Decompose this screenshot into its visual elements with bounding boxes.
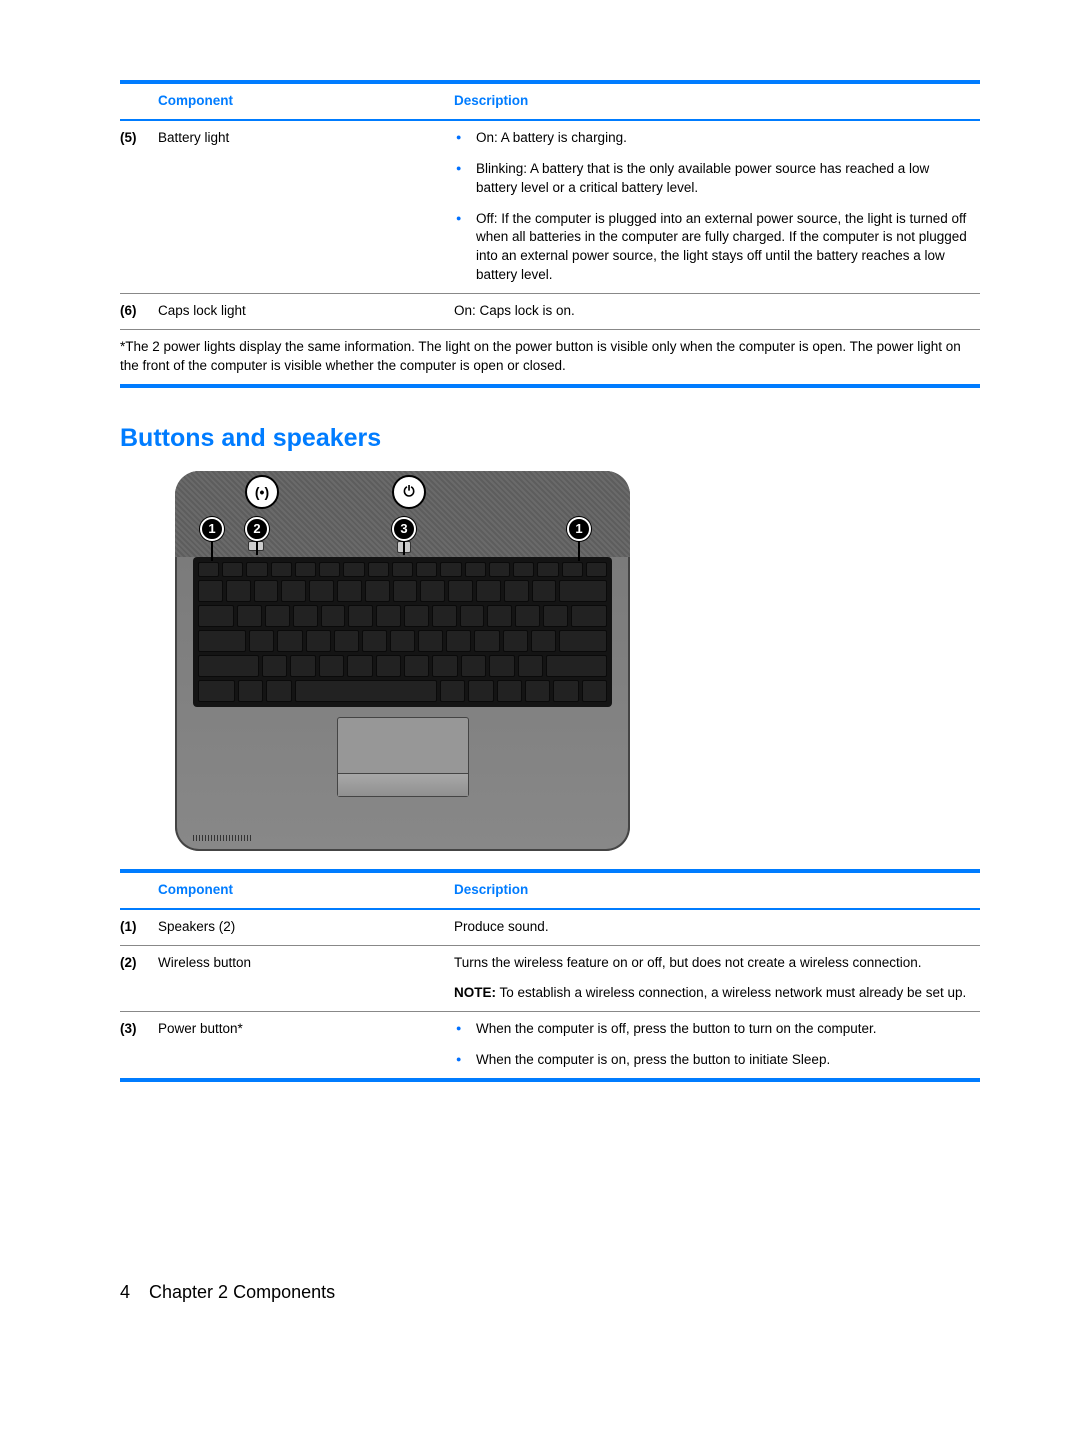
- row-description: On: A battery is charging. Blinking: A b…: [454, 120, 980, 294]
- table-footnote: *The 2 power lights display the same inf…: [120, 330, 980, 386]
- callout-leader: [256, 541, 258, 555]
- note-label: NOTE:: [454, 985, 496, 1000]
- row-component: Wireless button: [158, 945, 454, 1012]
- callout-1-left: 1: [200, 517, 224, 541]
- callout-2: 2: [245, 517, 269, 541]
- lights-table: Component Description (5) Battery light …: [120, 80, 980, 388]
- row-num: (2): [120, 945, 158, 1012]
- row-num: (5): [120, 120, 158, 294]
- desc-bullet: Off: If the computer is plugged into an …: [474, 210, 972, 286]
- page-number: 4: [120, 1282, 144, 1303]
- row-description: Produce sound.: [454, 909, 980, 945]
- row-num: (1): [120, 909, 158, 945]
- callout-leader: [211, 541, 213, 561]
- desc-note: NOTE: To establish a wireless connection…: [454, 984, 972, 1003]
- laptop-diagram: (•) ⏻ 1 2 3 1: [175, 471, 630, 851]
- buttons-speakers-table: Component Description (1) Speakers (2) P…: [120, 869, 980, 1082]
- col-blank: [120, 871, 158, 909]
- col-description-header: Description: [454, 82, 980, 120]
- callout-3: 3: [392, 517, 416, 541]
- row-component: Power button*: [158, 1012, 454, 1080]
- note-text: To establish a wireless connection, a wi…: [496, 985, 966, 1000]
- desc-text: Turns the wireless feature on or off, bu…: [454, 954, 972, 973]
- section-title: Buttons and speakers: [120, 424, 980, 453]
- wireless-icon: (•): [245, 475, 279, 509]
- desc-bullet: When the computer is off, press the butt…: [474, 1020, 972, 1039]
- row-component: Speakers (2): [158, 909, 454, 945]
- callout-leader: [403, 541, 405, 555]
- col-component-header: Component: [158, 82, 454, 120]
- callout-1-right: 1: [567, 517, 591, 541]
- row-description: On: Caps lock is on.: [454, 294, 980, 330]
- front-indicator-graphic: [193, 835, 253, 841]
- keyboard-graphic: [193, 557, 612, 707]
- row-component: Caps lock light: [158, 294, 454, 330]
- power-icon: ⏻: [392, 475, 426, 509]
- row-description: Turns the wireless feature on or off, bu…: [454, 945, 980, 1012]
- row-description: When the computer is off, press the butt…: [454, 1012, 980, 1080]
- touchpad-graphic: [337, 717, 469, 797]
- callout-leader: [578, 541, 580, 561]
- row-num: (3): [120, 1012, 158, 1080]
- col-blank: [120, 82, 158, 120]
- col-description-header: Description: [454, 871, 980, 909]
- col-component-header: Component: [158, 871, 454, 909]
- page-footer: 4 Chapter 2 Components: [120, 1282, 980, 1303]
- desc-bullet: When the computer is on, press the butto…: [474, 1051, 972, 1070]
- desc-bullet: Blinking: A battery that is the only ava…: [474, 160, 972, 198]
- chapter-label: Chapter 2 Components: [149, 1282, 335, 1302]
- row-component: Battery light: [158, 120, 454, 294]
- row-num: (6): [120, 294, 158, 330]
- desc-bullet: On: A battery is charging.: [474, 129, 972, 148]
